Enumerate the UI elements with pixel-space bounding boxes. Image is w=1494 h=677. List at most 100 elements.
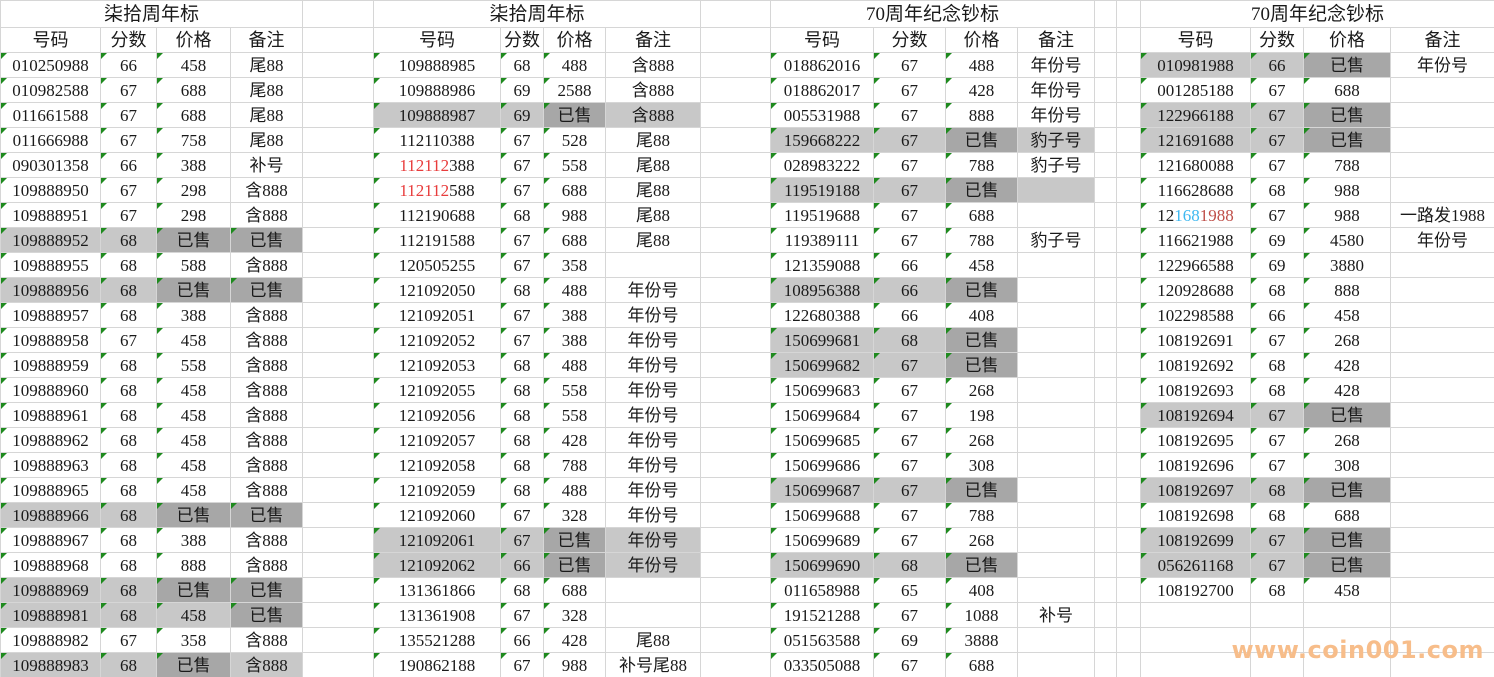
- cell-score[interactable]: 67: [873, 427, 947, 453]
- cell-note[interactable]: 年份号: [605, 452, 702, 478]
- cell-price[interactable]: 688: [543, 577, 607, 603]
- cell-number[interactable]: 109888981: [0, 602, 101, 628]
- cell-note[interactable]: 年份号: [605, 502, 702, 528]
- cell-note[interactable]: [1390, 127, 1494, 153]
- cell-number[interactable]: 150699688: [770, 502, 875, 528]
- cell-score[interactable]: 67: [873, 502, 947, 528]
- cell-price[interactable]: 198: [945, 402, 1019, 428]
- cell-number[interactable]: [1140, 602, 1252, 628]
- cell-number[interactable]: 150699686: [770, 452, 875, 478]
- cell-number[interactable]: 150699681: [770, 327, 875, 353]
- cell-price[interactable]: 已售: [156, 277, 231, 303]
- cell-score[interactable]: 68: [100, 552, 157, 578]
- cell-note[interactable]: [1017, 477, 1096, 503]
- cell-note[interactable]: 年份号: [605, 527, 702, 553]
- cell-price[interactable]: 888: [945, 102, 1019, 128]
- cell-number[interactable]: 109888960: [0, 377, 101, 403]
- cell-price[interactable]: 428: [543, 427, 607, 453]
- cell-score[interactable]: 67: [1250, 552, 1305, 578]
- cell-note[interactable]: 含888: [229, 552, 304, 578]
- cell-number[interactable]: 131361866: [373, 577, 502, 603]
- cell-score[interactable]: 67: [1250, 327, 1305, 353]
- cell-number[interactable]: 108192694: [1140, 402, 1252, 428]
- cell-score[interactable]: 68: [1250, 277, 1305, 303]
- cell-score[interactable]: 67: [1250, 127, 1305, 153]
- cell-score[interactable]: 67: [100, 202, 157, 228]
- cell-score[interactable]: 67: [100, 127, 157, 153]
- cell-score[interactable]: 67: [873, 602, 947, 628]
- cell-price[interactable]: 458: [156, 477, 231, 503]
- group-title[interactable]: 柒拾周年标: [0, 0, 304, 28]
- cell-price[interactable]: 458: [1303, 577, 1392, 603]
- cell-note[interactable]: 尾88: [605, 152, 702, 178]
- cell-score[interactable]: 66: [873, 302, 947, 328]
- cell-price[interactable]: 已售: [945, 177, 1019, 203]
- cell-score[interactable]: 67: [873, 452, 947, 478]
- cell-note[interactable]: 年份号: [605, 327, 702, 353]
- cell-score[interactable]: 67: [873, 152, 947, 178]
- cell-score[interactable]: 67: [100, 77, 157, 103]
- cell-score[interactable]: 67: [873, 127, 947, 153]
- cell-note[interactable]: [1390, 552, 1494, 578]
- cell-number[interactable]: 109888957: [0, 302, 101, 328]
- cell-note[interactable]: [1390, 652, 1494, 677]
- cell-score[interactable]: 68: [100, 302, 157, 328]
- cell-score[interactable]: 68: [100, 602, 157, 628]
- cell-note[interactable]: [1390, 477, 1494, 503]
- cell-price[interactable]: 298: [156, 202, 231, 228]
- cell-score[interactable]: 68: [1250, 377, 1305, 403]
- column-header[interactable]: 号码: [770, 27, 875, 53]
- cell-score[interactable]: 67: [500, 127, 545, 153]
- cell-score[interactable]: 67: [873, 352, 947, 378]
- cell-score[interactable]: 69: [1250, 252, 1305, 278]
- cell-price[interactable]: 388: [156, 527, 231, 553]
- cell-score[interactable]: 67: [1250, 452, 1305, 478]
- cell-number[interactable]: 122966188: [1140, 102, 1252, 128]
- cell-score[interactable]: 69: [873, 627, 947, 653]
- cell-note[interactable]: [1390, 527, 1494, 553]
- cell-note[interactable]: [1390, 602, 1494, 628]
- cell-price[interactable]: 2588: [543, 77, 607, 103]
- cell-note[interactable]: 年份号: [605, 477, 702, 503]
- cell-note[interactable]: 含888: [229, 527, 304, 553]
- cell-score[interactable]: 67: [500, 302, 545, 328]
- cell-number[interactable]: 033505088: [770, 652, 875, 677]
- cell-score[interactable]: 68: [100, 402, 157, 428]
- cell-number[interactable]: 131361908: [373, 602, 502, 628]
- cell-note[interactable]: [1017, 302, 1096, 328]
- cell-score[interactable]: 67: [1250, 102, 1305, 128]
- cell-score[interactable]: 68: [500, 377, 545, 403]
- cell-price[interactable]: 268: [945, 427, 1019, 453]
- cell-price[interactable]: 388: [156, 302, 231, 328]
- cell-score[interactable]: 66: [500, 627, 545, 653]
- cell-number[interactable]: 112112388: [373, 152, 502, 178]
- cell-score[interactable]: 67: [873, 102, 947, 128]
- cell-number[interactable]: 121092061: [373, 527, 502, 553]
- cell-note[interactable]: 尾88: [605, 202, 702, 228]
- cell-note[interactable]: [1017, 577, 1096, 603]
- cell-note[interactable]: 已售: [229, 277, 304, 303]
- cell-number[interactable]: 108192693: [1140, 377, 1252, 403]
- cell-price[interactable]: 788: [945, 502, 1019, 528]
- cell-score[interactable]: 68: [1250, 477, 1305, 503]
- cell-number[interactable]: 010981988: [1140, 52, 1252, 78]
- cell-note[interactable]: 尾88: [605, 127, 702, 153]
- cell-price[interactable]: 428: [1303, 377, 1392, 403]
- cell-number[interactable]: 011666988: [0, 127, 101, 153]
- cell-score[interactable]: 68: [500, 477, 545, 503]
- cell-score[interactable]: 67: [100, 627, 157, 653]
- cell-price[interactable]: 268: [1303, 327, 1392, 353]
- cell-note[interactable]: [1390, 577, 1494, 603]
- cell-note[interactable]: [605, 577, 702, 603]
- cell-note[interactable]: 年份号: [605, 302, 702, 328]
- cell-number[interactable]: 121092051: [373, 302, 502, 328]
- cell-price[interactable]: 358: [156, 627, 231, 653]
- cell-number[interactable]: 159668222: [770, 127, 875, 153]
- cell-price[interactable]: 458: [156, 402, 231, 428]
- cell-number[interactable]: 109888983: [0, 652, 101, 677]
- cell-price[interactable]: 358: [543, 252, 607, 278]
- cell-price[interactable]: 758: [156, 127, 231, 153]
- cell-score[interactable]: 65: [873, 577, 947, 603]
- cell-number[interactable]: 109888961: [0, 402, 101, 428]
- cell-price[interactable]: 已售: [1303, 52, 1392, 78]
